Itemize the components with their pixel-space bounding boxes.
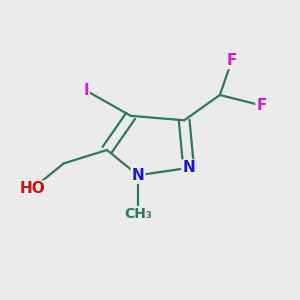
Text: N: N <box>132 168 145 183</box>
Text: F: F <box>226 53 237 68</box>
Text: CH₃: CH₃ <box>124 207 152 221</box>
Text: HO: HO <box>20 181 46 196</box>
Text: I: I <box>83 83 89 98</box>
Text: N: N <box>182 160 195 175</box>
Text: F: F <box>256 98 267 113</box>
